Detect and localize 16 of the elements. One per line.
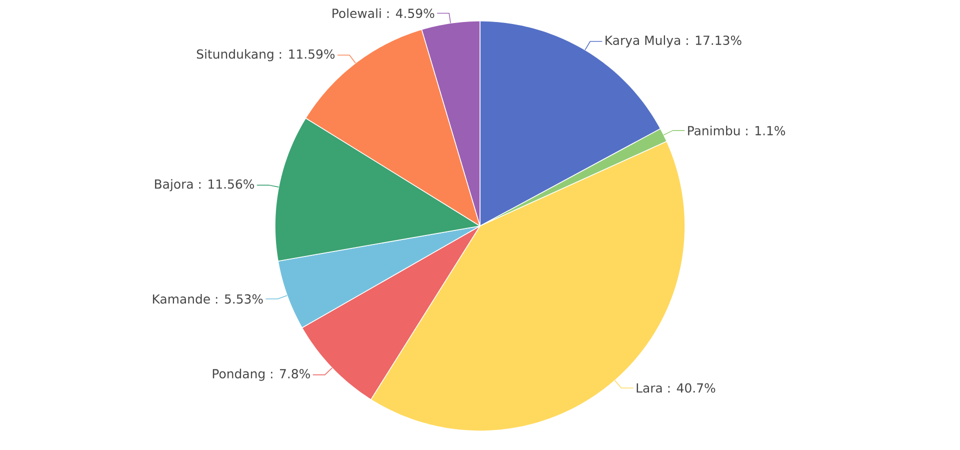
slice-label: Kamande xyxy=(152,294,210,304)
slice-label: Situndukang xyxy=(196,49,274,62)
data-label: : 11.56% xyxy=(199,179,254,189)
data-label: : 40.7% xyxy=(668,383,716,393)
slice-label: Lara xyxy=(636,383,662,393)
slice-label: Karya Mulya xyxy=(606,35,680,48)
data-label: : 17.13% xyxy=(686,36,742,45)
data-label: : 1.1% xyxy=(746,126,786,136)
slice-label: Pondang xyxy=(212,368,264,381)
data-label: : 5.53% xyxy=(216,294,263,304)
slice-label: Polewali xyxy=(332,8,381,18)
data-label: : 4.59% xyxy=(387,8,434,18)
slice-label: Panimbu xyxy=(688,126,740,136)
data-label: : 11.59% xyxy=(280,49,335,59)
data-label: : 7.8% xyxy=(271,369,310,378)
slice-label: Bajora xyxy=(155,179,193,192)
